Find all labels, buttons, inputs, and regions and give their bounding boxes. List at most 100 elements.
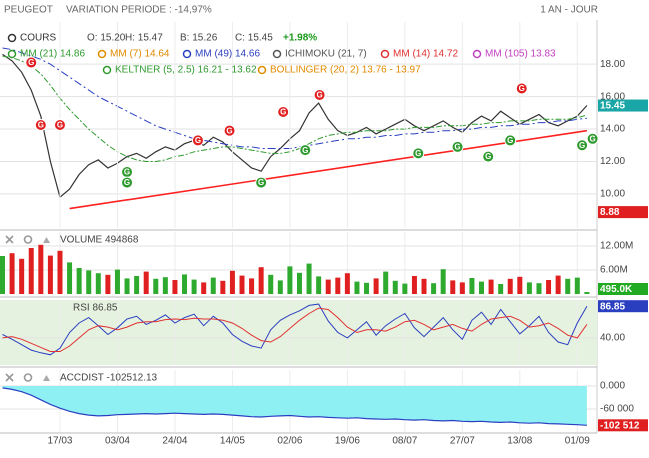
signal xyxy=(223,124,236,137)
volume-bar xyxy=(19,258,25,294)
volume-bar xyxy=(162,277,168,294)
volume-bar xyxy=(450,280,456,294)
legend-label: BOLLINGER (20, 2) 13.76 - 13.97 xyxy=(270,65,421,76)
volume-bar xyxy=(373,278,379,294)
volume-tools[interactable] xyxy=(5,235,50,244)
volume-bar xyxy=(411,276,417,294)
volume-bar xyxy=(316,276,322,294)
volume-bar xyxy=(498,284,504,294)
signal-label: G xyxy=(258,178,264,187)
area-fill xyxy=(2,385,587,426)
signal xyxy=(25,56,38,69)
x-tick-label: 17/03 xyxy=(47,436,72,447)
legend-label: ICHIMOKU (21, 7) xyxy=(285,49,367,60)
volume-bar xyxy=(38,244,44,294)
series-line xyxy=(2,307,588,352)
volume-bar xyxy=(383,271,389,294)
volume-bar xyxy=(9,253,15,294)
ohlc-label: H: 15.47 xyxy=(125,33,163,44)
signal xyxy=(412,147,425,160)
volume-bar xyxy=(95,273,101,294)
volume-bar xyxy=(488,279,494,294)
x-tick-label: 02/06 xyxy=(277,436,302,447)
signal-label: G xyxy=(579,141,585,150)
volume-bar xyxy=(325,279,331,294)
volume-bar xyxy=(105,274,111,294)
signal xyxy=(121,176,134,189)
volume-bar xyxy=(517,276,523,294)
signal-label: G xyxy=(454,143,460,152)
volume-bar xyxy=(239,275,245,294)
signal xyxy=(53,119,66,131)
signal-label: G xyxy=(38,121,44,130)
legend-label: MM (21) 14.86 xyxy=(20,49,85,60)
series-line xyxy=(2,53,588,199)
y-tick-label: 12.00M xyxy=(600,241,633,252)
volume-bar xyxy=(392,280,398,294)
legend-swatch xyxy=(182,49,192,59)
volume-bar xyxy=(191,279,197,294)
volume-bar xyxy=(229,270,235,294)
volume-bar xyxy=(479,281,484,294)
signal xyxy=(299,144,312,157)
signal xyxy=(313,88,326,101)
volume-bar xyxy=(124,278,130,294)
volume-bar xyxy=(565,278,571,294)
signal-label: G xyxy=(124,168,130,177)
signal-label: G xyxy=(57,121,63,130)
volume-bar xyxy=(28,248,34,294)
legend-label: KELTNER (5, 2.5) 16.21 - 13.62 xyxy=(115,65,257,76)
value-badge xyxy=(598,206,648,219)
trendline xyxy=(69,129,587,210)
signal-label: G xyxy=(590,134,596,143)
signal xyxy=(34,119,47,131)
y-tick-label: 0.000 xyxy=(600,381,625,392)
volume-bar xyxy=(0,256,5,294)
volume-bar xyxy=(76,268,82,294)
signal-label: G xyxy=(302,146,308,155)
signal-label: G xyxy=(316,91,322,100)
signal xyxy=(504,134,517,147)
accdist-tools[interactable] xyxy=(5,373,50,382)
volume-bar xyxy=(574,277,580,294)
signal-label: G xyxy=(507,136,513,145)
ohlc-label: C: 15.45 xyxy=(235,33,273,44)
volume-bar xyxy=(344,273,350,294)
volume-bar xyxy=(536,283,542,294)
legend-label: MM (7) 14.64 xyxy=(110,49,170,60)
signal xyxy=(586,132,599,145)
y-tick-label: 10.00 xyxy=(600,189,625,200)
value-badge xyxy=(598,300,648,313)
volume-bar xyxy=(57,250,63,294)
volume-bar xyxy=(421,278,427,294)
signal xyxy=(576,139,589,152)
volume-bar xyxy=(277,280,283,294)
legend-swatch xyxy=(257,65,267,75)
x-tick-label: 19/06 xyxy=(335,436,360,447)
x-tick-label: 03/04 xyxy=(105,436,130,447)
legend-swatch xyxy=(380,49,390,59)
value-badge-label: 86.85 xyxy=(600,301,625,312)
signal-label: G xyxy=(280,108,286,117)
legend-label: MM (105) 13.83 xyxy=(485,49,556,60)
legend-label: COURS xyxy=(20,33,56,44)
value-badge-label: 15.45 xyxy=(600,101,625,112)
volume-bar xyxy=(249,278,255,294)
signal xyxy=(482,150,495,163)
signal xyxy=(277,106,290,119)
signal-label: G xyxy=(28,58,34,67)
y-tick-label: -60 000 xyxy=(600,404,634,415)
volume-bar xyxy=(182,274,188,294)
volume-bar xyxy=(67,262,73,294)
volume-bar xyxy=(555,275,561,294)
volume-bar xyxy=(306,263,312,294)
change-label: +1.98% xyxy=(283,33,317,44)
panel-title: ACCDIST -102512.13 xyxy=(60,373,158,384)
signal-label: G xyxy=(124,178,130,187)
area-line xyxy=(2,387,587,426)
y-tick-label: 16.00 xyxy=(600,91,625,102)
panel-title: VOLUME 494868 xyxy=(60,235,139,246)
volume-bar xyxy=(210,277,216,294)
period: 1 AN - JOUR xyxy=(540,5,598,16)
